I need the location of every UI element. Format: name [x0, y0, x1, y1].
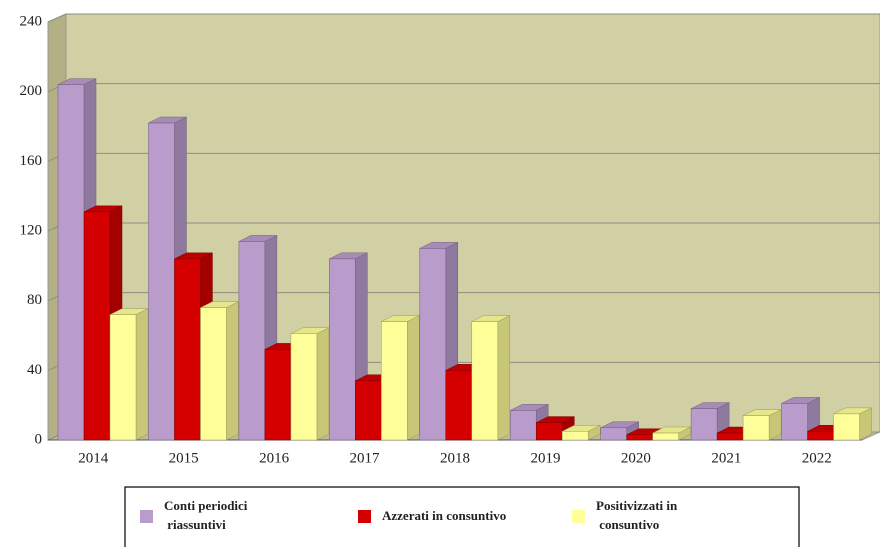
bar: [509, 410, 537, 441]
bar: [174, 258, 201, 441]
legend-swatch: [140, 510, 153, 523]
bar: [807, 431, 834, 441]
y-tick-label: 200: [20, 83, 43, 99]
y-tick-label: 80: [27, 292, 42, 308]
bar: [419, 248, 447, 441]
x-tick-label: 2017: [350, 450, 381, 466]
legend-label: Azzerati in consuntivo: [382, 508, 506, 523]
bar: [471, 321, 499, 441]
x-tick-label: 2020: [621, 450, 651, 466]
bar: [238, 241, 266, 441]
bar-side: [226, 301, 239, 441]
y-tick-label: 0: [35, 431, 43, 447]
x-tick-label: 2014: [78, 450, 109, 466]
bar-side: [135, 308, 149, 441]
x-tick-label: 2021: [711, 450, 741, 466]
bar: [690, 408, 718, 441]
bar: [381, 321, 408, 441]
legend-box: [124, 486, 800, 547]
bar: [600, 427, 627, 441]
bar: [716, 432, 744, 441]
legend-swatch: [572, 510, 585, 523]
bar: [329, 258, 356, 441]
bar: [109, 314, 137, 441]
bar: [200, 307, 227, 441]
bar: [264, 349, 292, 441]
x-tick-label: 2019: [530, 450, 560, 466]
bar: [535, 422, 563, 441]
bar-side: [407, 315, 420, 441]
legend-label: Conti periodici riassuntivi: [164, 498, 248, 532]
legend-swatch: [358, 510, 371, 523]
bar: [445, 370, 473, 441]
bar: [652, 432, 679, 441]
bar: [355, 380, 382, 441]
y-tick-label: 40: [27, 362, 42, 378]
bar: [148, 122, 175, 441]
x-tick-label: 2022: [802, 450, 832, 466]
bar: [57, 84, 85, 441]
bar: [290, 333, 318, 441]
legend-label: Positivizzati in consuntivo: [596, 498, 678, 532]
x-tick-label: 2016: [259, 450, 290, 466]
bar-side: [316, 327, 330, 441]
x-tick-label: 2018: [440, 450, 470, 466]
bar: [83, 211, 111, 441]
bar: [561, 431, 589, 441]
grid-line: [47, 13, 880, 23]
bar: [781, 403, 808, 441]
y-tick-label: 240: [20, 13, 43, 29]
bar-side: [497, 315, 511, 441]
y-tick-label: 120: [20, 222, 43, 238]
bar: [626, 434, 653, 441]
bar: [742, 415, 770, 441]
x-tick-label: 2015: [169, 450, 199, 466]
y-tick-label: 160: [20, 153, 43, 169]
bar: [833, 413, 860, 441]
